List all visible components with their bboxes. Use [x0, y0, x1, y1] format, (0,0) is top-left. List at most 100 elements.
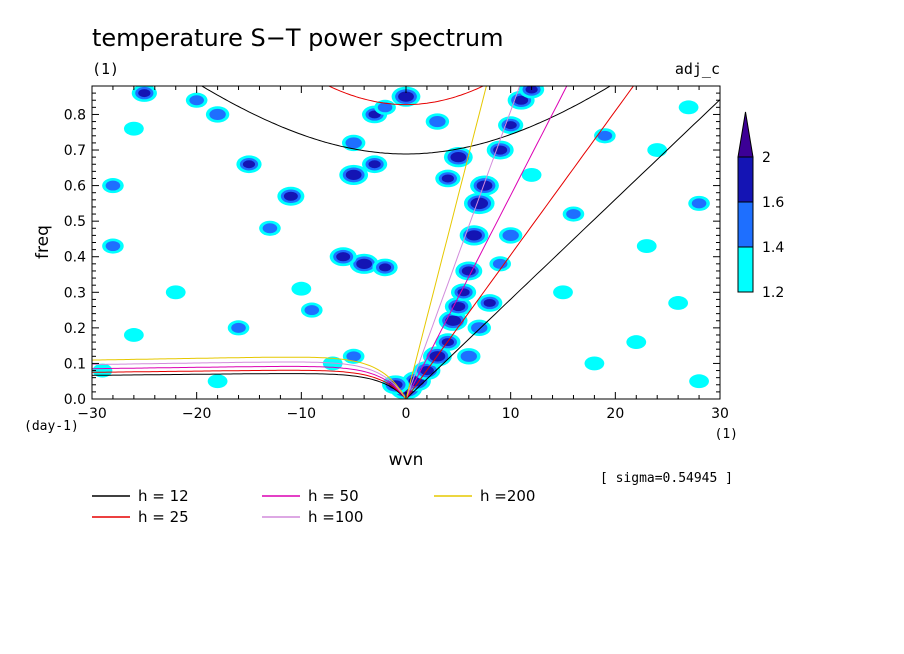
y-tick-label: 0.3: [64, 285, 86, 301]
legend-label: h =100: [308, 508, 363, 526]
dispersion-curve-rossby: [92, 365, 407, 399]
y-tick-label: 0.6: [64, 179, 86, 195]
colorbar-label: 1.6: [762, 195, 784, 211]
colorbar-segment: [737, 156, 754, 203]
power-blob-inner: [514, 95, 529, 105]
legend: h = 12 h = 25 h = 50 h =100 h =200: [92, 487, 535, 526]
power-blob-mid: [429, 115, 446, 128]
power-blob-inner: [441, 174, 454, 183]
power-blob-mid: [209, 108, 226, 121]
x-tick-label: −20: [182, 406, 212, 422]
y-tick-label: 0.5: [64, 214, 86, 230]
colorbar-segment: [737, 246, 754, 293]
power-blob-mid: [460, 350, 477, 362]
power-blob-outer: [92, 363, 113, 378]
power-blob-inner: [450, 152, 467, 163]
dispersion-curve-rossby: [92, 369, 407, 399]
legend-label: h = 50: [308, 487, 359, 505]
y-axis-ticks: 0.0 0.1 0.2 0.3 0.4 0.5 0.6 0.7 0.8: [64, 85, 720, 408]
power-blob-mid: [105, 180, 121, 191]
colorbar-label: 1.4: [762, 240, 784, 256]
power-blob-inner: [493, 145, 508, 155]
colorbar: 1.2 1.4 1.6 2: [737, 111, 784, 301]
x-tick-label: 0: [402, 406, 411, 422]
power-blob-inner: [461, 266, 476, 276]
legend-label: h = 25: [138, 508, 189, 526]
dispersion-curve-kelvin: [405, 86, 635, 399]
power-blob-outer: [123, 328, 144, 342]
power-blob-inner: [283, 191, 298, 201]
legend-label: h =200: [480, 487, 535, 505]
spectral-power-contours: [92, 86, 710, 399]
power-blob-outer: [678, 100, 699, 115]
power-blob-mid: [189, 95, 204, 106]
chart-title: temperature S−T power spectrum: [92, 24, 504, 52]
x-axis-ticks: −30 −20 −10 0 10 20 30: [77, 86, 729, 422]
power-blob-outer: [123, 121, 144, 136]
dispersion-curve-ig: [327, 86, 485, 106]
power-blob-inner: [483, 299, 496, 307]
y-tick-label: 0.2: [64, 321, 86, 337]
power-blob-outer: [668, 296, 689, 310]
power-blob-inner: [336, 252, 351, 262]
dispersion-curve-rossby: [92, 361, 407, 399]
x-tick-label: 10: [502, 406, 520, 422]
power-blob-inner: [356, 258, 373, 269]
y-tick-label: 0.4: [64, 250, 86, 266]
power-blob-outer: [291, 281, 312, 296]
power-blob-mid: [105, 241, 121, 252]
colorbar-extend-arrow: [737, 111, 754, 158]
power-blob-outer: [689, 374, 709, 389]
dispersion-curve-kelvin: [405, 86, 487, 399]
power-blob-mid: [492, 258, 508, 269]
colorbar-label: 2: [762, 150, 771, 166]
power-blob-outer: [553, 285, 573, 300]
chart-subtitle-left: (1): [92, 60, 119, 78]
power-blob-inner: [138, 89, 151, 98]
dispersion-curve-kelvin: [405, 86, 568, 399]
power-blob-outer: [165, 285, 186, 300]
power-blob-outer: [584, 356, 605, 371]
y-tick-label: 0.0: [64, 392, 86, 408]
power-blob-mid: [346, 351, 361, 362]
power-blob-mid: [566, 209, 581, 220]
power-blob-inner: [242, 160, 256, 169]
x-tick-label: −10: [287, 406, 317, 422]
dispersion-curves: [92, 86, 720, 399]
dispersion-curve-rossby: [92, 356, 407, 399]
power-blob-mid: [691, 198, 707, 209]
legend-label: h = 12: [138, 487, 189, 505]
power-blob-mid: [377, 102, 393, 113]
power-blob-mid: [345, 137, 362, 149]
power-blob-inner: [457, 288, 470, 297]
y-tick-label: 0.8: [64, 107, 86, 123]
power-blob-inner: [466, 230, 482, 241]
power-blob-mid: [597, 130, 613, 141]
dispersion-curve-kelvin: [405, 86, 521, 399]
power-blob-mid: [231, 322, 246, 333]
x-tick-label: 20: [606, 406, 624, 422]
power-blob-mid: [262, 223, 278, 234]
power-blob-inner: [368, 160, 381, 169]
dispersion-curve-kelvin: [405, 99, 720, 399]
power-blob-mid: [502, 229, 519, 241]
x-axis-label: wvn: [389, 450, 424, 470]
power-blob-outer: [207, 374, 228, 389]
y-tick-label: 0.1: [64, 356, 86, 372]
dispersion-curve-rossby: [92, 373, 407, 399]
power-blob-inner: [345, 169, 362, 181]
y-axis-unit: (day-1): [24, 419, 79, 434]
power-blob-outer: [647, 143, 668, 157]
x-tick-label: −30: [77, 406, 107, 422]
power-blob-inner: [398, 91, 414, 102]
chart-subtitle-right: adj_c: [675, 60, 720, 78]
power-blob-inner: [378, 263, 392, 272]
y-tick-label: 0.7: [64, 143, 86, 159]
dispersion-curve-ig: [200, 86, 612, 155]
power-blob-outer: [626, 335, 647, 350]
power-blob-outer: [521, 167, 542, 182]
power-blob-outer: [636, 239, 657, 253]
power-blob-mid: [304, 305, 320, 316]
sigma-annotation: [ sigma=0.54945 ]: [600, 471, 733, 486]
